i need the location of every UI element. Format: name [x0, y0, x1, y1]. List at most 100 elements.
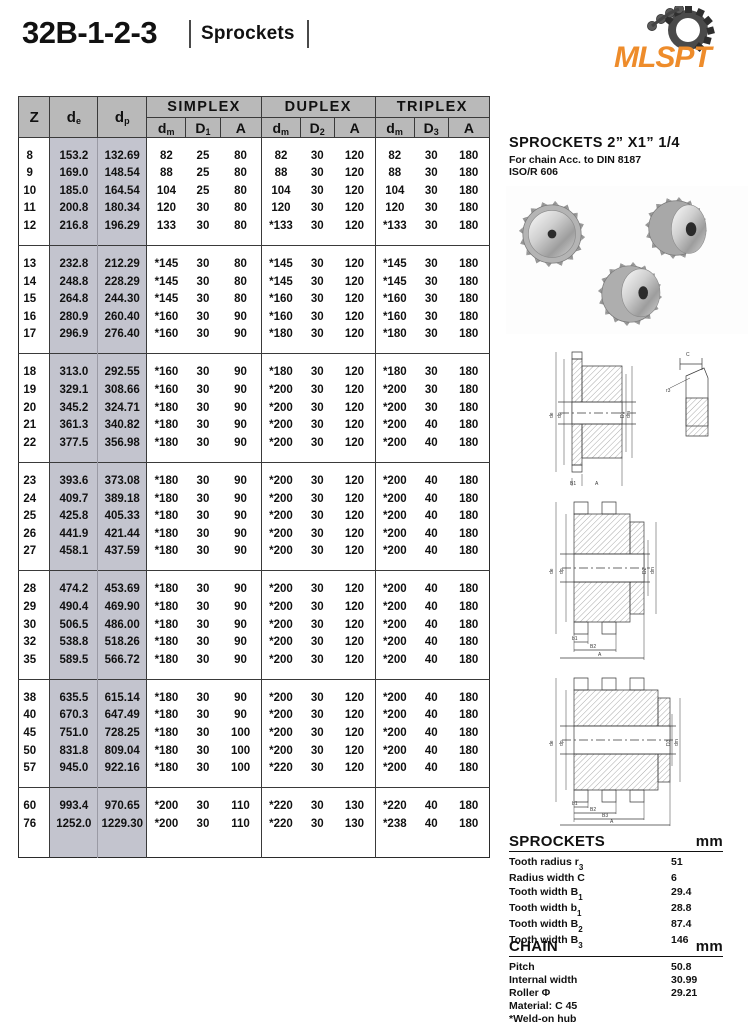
table-row: 45 751.0 728.25 *180 30 100 *200 30 120 *200 40 180: [18, 725, 490, 743]
table-row: 35 589.5 566.72 *180 30 90 *200 30 120 *200 40 180: [18, 651, 490, 670]
cell-duplex-a: 120: [334, 182, 376, 201]
cell-duplex-a: 120: [334, 255, 376, 274]
cell-triplex-d3: 40: [414, 472, 449, 491]
cell-simplex-a: 80: [220, 291, 262, 309]
cell-simplex-d1: 30: [185, 742, 221, 761]
cell-z: 38: [18, 689, 51, 708]
cell-triplex-a: 180: [448, 364, 490, 383]
cell-z: 12: [18, 217, 51, 236]
cell-z: 9: [18, 165, 51, 183]
group-spacer: [18, 462, 490, 473]
svg-text:b1: b1: [572, 636, 578, 642]
cell-simplex-d1: 30: [185, 634, 221, 652]
cell-simplex-a: 80: [220, 255, 262, 274]
cell-triplex-dm: *200: [374, 725, 414, 743]
cell-z: 25: [18, 508, 51, 526]
cell-simplex-d1: 30: [185, 651, 221, 670]
table-row: 30 506.5 486.00 *180 30 90 *200 30 120 *200 40 180: [18, 616, 490, 635]
cell-dp: 421.44: [97, 525, 148, 544]
cell-triplex-dm: *200: [374, 525, 414, 544]
spec-sprockets-unit: mm: [695, 833, 723, 850]
cell-simplex-d1: 25: [185, 147, 221, 166]
svg-text:A: A: [595, 481, 599, 487]
cell-simplex-d1: 30: [185, 434, 221, 453]
spec-row: Radius width C 6: [509, 872, 723, 885]
table-row: 19 329.1 308.66 *160 30 90 *200 30 120 *200 30 180: [18, 382, 490, 400]
cell-duplex-dm: *145: [260, 273, 301, 292]
cell-triplex-d3: 40: [414, 508, 449, 526]
cell-dp: 970.65: [97, 798, 148, 816]
spec-label: Tooth width B2: [509, 918, 583, 935]
page-header: 32B-1-2-3 Sprockets: [0, 0, 750, 86]
spec-chain-title: CHAIN: [509, 938, 558, 955]
cell-de: 1252.0: [49, 815, 99, 834]
cell-triplex-d3: 30: [414, 182, 449, 201]
cell-triplex-d3: 40: [414, 689, 449, 708]
spec-row: Internal width 30.99: [509, 974, 723, 987]
spec-label-subscript: 2: [578, 925, 583, 935]
cell-triplex-d3: 30: [414, 165, 449, 183]
cell-duplex-a: 120: [334, 689, 376, 708]
svg-text:dp: dp: [559, 568, 565, 574]
cell-simplex-a: 90: [220, 651, 262, 670]
cell-duplex-dm: *200: [260, 651, 301, 670]
cell-triplex-a: 180: [448, 742, 490, 761]
cell-duplex-dm: *220: [260, 760, 301, 778]
cell-triplex-dm: *200: [374, 689, 414, 708]
svg-text:de: de: [549, 412, 555, 418]
cell-simplex-d1: 30: [185, 815, 221, 834]
cell-triplex-dm: 104: [374, 182, 414, 201]
spec-sprockets-header: SPROCKETS mm: [509, 833, 723, 852]
cell-duplex-a: 120: [334, 760, 376, 778]
cell-de: 831.8: [49, 742, 99, 761]
col-header-dp: dp: [97, 96, 148, 138]
svg-text:dm: dm: [626, 411, 632, 418]
cell-simplex-a: 90: [220, 417, 262, 435]
cell-simplex-a: 80: [220, 273, 262, 292]
company-logo: MLSPT: [608, 4, 736, 80]
table-row: 15 264.8 244.30 *145 30 80 *160 30 120 *160 30 180: [18, 291, 490, 309]
cell-dp: 486.00: [97, 616, 148, 635]
cell-simplex-dm: *160: [146, 308, 186, 327]
cell-duplex-a: 130: [334, 798, 376, 816]
cell-triplex-d3: 30: [414, 382, 449, 400]
cell-duplex-a: 120: [334, 508, 376, 526]
cell-simplex-a: 90: [220, 326, 262, 344]
col-header-duplex-d2: D2: [299, 117, 335, 138]
cell-duplex-d2: 30: [300, 508, 335, 526]
cell-duplex-d2: 30: [300, 742, 335, 761]
cell-triplex-dm: *145: [374, 255, 414, 274]
col-header-de: de: [49, 96, 99, 138]
cell-triplex-d3: 30: [414, 273, 449, 292]
cell-triplex-d3: 40: [414, 798, 449, 816]
cell-duplex-d2: 30: [300, 616, 335, 635]
cell-duplex-dm: *180: [260, 326, 301, 344]
cell-duplex-dm: *200: [260, 490, 301, 509]
cell-simplex-dm: 82: [146, 147, 186, 166]
cell-triplex-dm: *238: [374, 815, 414, 834]
cell-duplex-a: 120: [334, 725, 376, 743]
table-header: Z de dp SIMPLEX DUPLEX TRIPLEX dm D1 A d…: [17, 96, 491, 138]
cell-de: 409.7: [49, 490, 99, 509]
cell-z: 11: [18, 200, 51, 218]
cell-triplex-dm: *200: [374, 417, 414, 435]
cell-simplex-a: 80: [220, 147, 262, 166]
cell-triplex-d3: 40: [414, 616, 449, 635]
cell-simplex-d1: 30: [185, 581, 221, 599]
svg-text:A: A: [610, 819, 614, 825]
cell-simplex-d1: 30: [185, 798, 221, 816]
cell-duplex-d2: 30: [300, 273, 335, 292]
cell-duplex-d2: 30: [300, 815, 335, 834]
cell-duplex-d2: 30: [300, 472, 335, 491]
cell-duplex-d2: 30: [300, 382, 335, 400]
cell-duplex-a: 120: [334, 543, 376, 561]
cell-de: 200.8: [49, 200, 99, 218]
cell-duplex-d2: 30: [300, 651, 335, 670]
cell-triplex-dm: *200: [374, 760, 414, 778]
cell-dp: 469.90: [97, 598, 148, 617]
cell-duplex-dm: *200: [260, 472, 301, 491]
cell-z: 16: [18, 308, 51, 327]
spec-row: Tooth width b1 28.8: [509, 902, 723, 918]
cell-z: 28: [18, 581, 51, 599]
cell-triplex-dm: *133: [374, 217, 414, 236]
